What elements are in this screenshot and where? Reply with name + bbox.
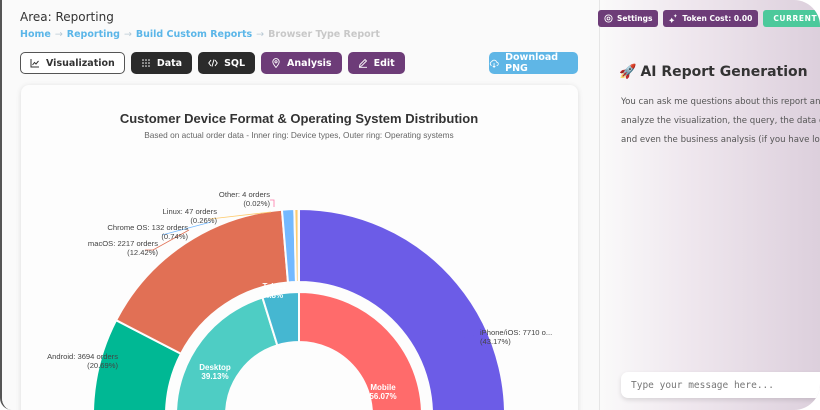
line-chart-icon [30, 59, 39, 68]
settings-label: Settings [617, 14, 653, 23]
description-line: analyze the visualization, the query, th… [621, 116, 820, 126]
breadcrumb-home[interactable]: Home [20, 29, 51, 40]
outer-ring [92, 207, 506, 410]
breadcrumb-separator: → [54, 29, 63, 40]
sql-tab[interactable]: SQL [198, 52, 256, 74]
ai-chat-panel [600, 0, 820, 410]
rocket-icon: 🚀 [619, 64, 637, 80]
chrome-os-label: Chrome OS: 132 orders [107, 223, 188, 232]
sparkle-icon [669, 14, 678, 23]
desktop-percent: 39.13% [201, 372, 228, 381]
analysis-label: Analysis [287, 57, 332, 69]
analysis-tab[interactable]: Analysis [261, 52, 342, 74]
android-percent: (20.69%) [87, 361, 118, 370]
token-cost-label: Token Cost: 0.00 [682, 14, 753, 23]
breadcrumb-current: Browser Type Report [268, 29, 380, 40]
desktop-label: Desktop [199, 363, 231, 372]
description-line: and even the business analysis (if you h… [621, 135, 820, 145]
android-label: Android: 3694 orders [47, 352, 118, 361]
slice-desktop[interactable] [175, 296, 279, 410]
visualization-tab[interactable]: Visualization [20, 52, 125, 74]
chat-message-input[interactable] [621, 372, 820, 398]
linux-percent: (0.26%) [190, 216, 217, 225]
map-pin-icon [272, 58, 280, 68]
report-panel: Area: Reporting Home → Reporting → Build… [2, 0, 594, 410]
data-tab[interactable]: Data [130, 52, 193, 74]
mobile-percent: 56.07% [369, 392, 396, 401]
breadcrumb-reporting[interactable]: Reporting [66, 29, 120, 40]
visualization-label: Visualization [46, 57, 115, 69]
chart-subtitle: Based on actual order data - Inner ring:… [144, 130, 453, 140]
panel-divider [599, 0, 600, 410]
current-screen-badge[interactable]: CURRENT SCREEN [763, 10, 820, 27]
settings-button[interactable]: Settings [598, 10, 659, 27]
sunburst-chart: Customer Device Format & Operating Syste… [47, 111, 552, 410]
edit-label: Edit [373, 57, 395, 69]
slice-iphone-ios[interactable] [225, 208, 506, 410]
iphone-ios-label: iPhone/iOS: 7710 o... [480, 328, 552, 337]
other-label: Other: 4 orders [219, 190, 270, 199]
description-line: You can ask me questions about this repo… [621, 97, 820, 107]
mobile-label: Mobile [370, 383, 396, 392]
tablet-percent: 4.8% [265, 291, 283, 300]
view-toolbar: Visualization Data SQL Analysis Edit [20, 52, 405, 74]
top-badges: Settings Token Cost: 0.00 CURRENT SCREEN [598, 10, 820, 27]
ai-panel-description: You can ask me questions about this repo… [621, 93, 820, 150]
code-icon [208, 59, 218, 67]
tablet-label: Tablet [263, 282, 286, 291]
iphone-ios-percent: (43.17%) [480, 337, 511, 346]
breadcrumb: Home → Reporting → Build Custom Reports … [20, 29, 380, 40]
macos-percent: (12.42%) [127, 248, 158, 257]
breadcrumb-build-custom-reports[interactable]: Build Custom Reports [135, 29, 253, 40]
inner-ring [175, 291, 423, 410]
chart-title: Customer Device Format & Operating Syste… [120, 111, 478, 126]
chart-card: Customer Device Format & Operating Syste… [21, 85, 578, 410]
gear-icon [604, 14, 613, 23]
current-screen-label: CURRENT SCREEN [773, 14, 820, 23]
token-cost-badge: Token Cost: 0.00 [663, 10, 759, 27]
slice-tablet[interactable] [261, 291, 300, 347]
sql-label: SQL [224, 57, 246, 69]
area-title: Area: Reporting [20, 10, 114, 24]
pencil-icon [358, 58, 367, 68]
grid-icon [142, 59, 150, 67]
edit-tab[interactable]: Edit [347, 52, 405, 74]
download-png-button[interactable]: Download PNG [489, 52, 578, 74]
slice-mobile[interactable] [253, 291, 423, 410]
data-label: Data [156, 57, 183, 69]
download-png-label: Download PNG [505, 52, 559, 74]
macos-label: macOS: 2217 orders [88, 239, 158, 248]
breadcrumb-separator: → [123, 29, 132, 40]
breadcrumb-separator: → [256, 29, 265, 40]
ai-panel-title: 🚀 AI Report Generation [619, 64, 808, 80]
ai-title-text: AI Report Generation [640, 64, 808, 80]
other-percent: (0.02%) [243, 199, 270, 208]
linux-label: Linux: 47 orders [163, 207, 218, 216]
cloud-download-icon [489, 59, 499, 68]
chrome-os-percent: (0.74%) [161, 232, 188, 241]
